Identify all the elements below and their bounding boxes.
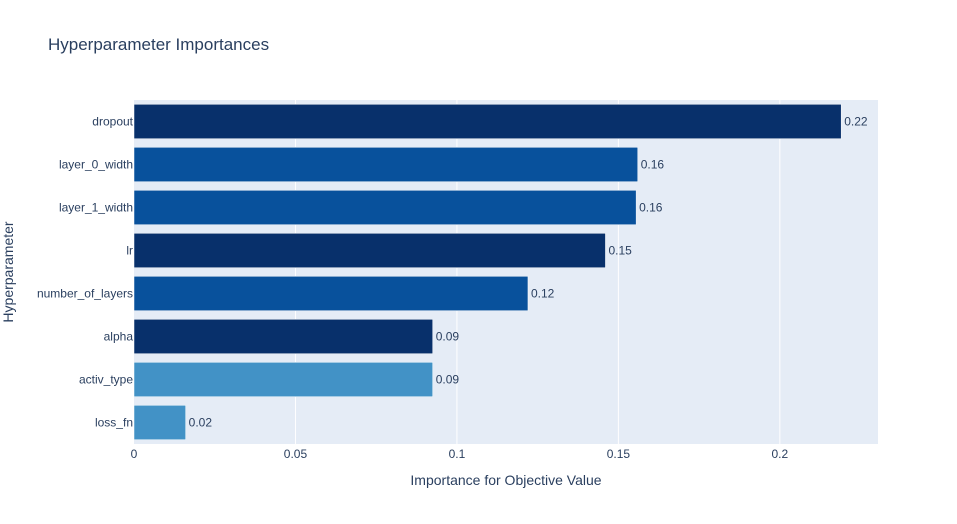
chart-title: Hyperparameter Importances — [48, 35, 269, 54]
x-tick-label: 0.1 — [449, 447, 466, 461]
y-tick-label: number_of_layers — [37, 287, 133, 301]
y-tick-label: alpha — [104, 330, 134, 344]
x-tick-label: 0.15 — [607, 447, 631, 461]
x-axis-title: Importance for Objective Value — [410, 472, 601, 488]
y-tick-label: lr — [126, 244, 133, 258]
value-label: 0.15 — [608, 244, 632, 258]
y-axis-title: Hyperparameter — [0, 221, 16, 322]
value-labels: 0.22 0.16 0.16 0.15 0.12 0.09 0.09 0.02 — [189, 115, 868, 430]
bar-loss-fn[interactable] — [133, 405, 186, 440]
bar-number-of-layers[interactable] — [133, 276, 529, 311]
value-label: 0.22 — [844, 115, 868, 129]
y-tick-label: activ_type — [79, 373, 133, 387]
x-tick-label: 0 — [131, 447, 138, 461]
y-tick-label: loss_fn — [95, 416, 133, 430]
value-label: 0.09 — [436, 373, 460, 387]
y-tick-label: dropout — [92, 115, 133, 129]
y-tick-label: layer_0_width — [59, 158, 133, 172]
bar-lr[interactable] — [133, 233, 606, 268]
value-label: 0.12 — [531, 287, 555, 301]
x-tick-label: 0.05 — [284, 447, 308, 461]
value-label: 0.09 — [436, 330, 460, 344]
value-label: 0.02 — [189, 416, 213, 430]
bar-alpha[interactable] — [133, 319, 433, 354]
bar-dropout[interactable] — [133, 104, 842, 139]
value-label: 0.16 — [641, 158, 665, 172]
bars — [133, 104, 842, 440]
bar-activ-type[interactable] — [133, 362, 433, 397]
bar-layer-1-width[interactable] — [133, 190, 637, 225]
bar-layer-0-width[interactable] — [133, 147, 638, 182]
y-tick-label: layer_1_width — [59, 201, 133, 215]
x-tick-labels: 0 0.05 0.1 0.15 0.2 — [131, 447, 789, 461]
value-label: 0.16 — [639, 201, 663, 215]
x-tick-label: 0.2 — [771, 447, 788, 461]
